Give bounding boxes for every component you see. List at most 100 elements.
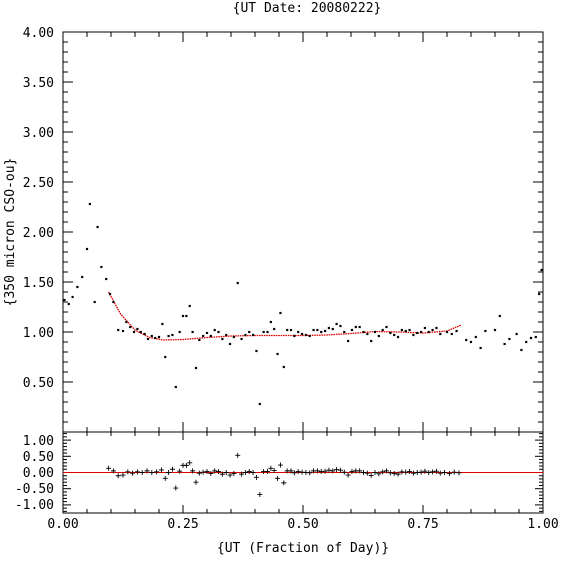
data-point — [232, 335, 235, 339]
data-point — [508, 337, 511, 341]
data-point — [529, 336, 533, 340]
data-point — [525, 340, 528, 344]
residual-point — [187, 460, 193, 466]
residual-point — [144, 468, 150, 474]
data-point — [213, 328, 216, 332]
residual-point — [130, 470, 136, 476]
data-point — [181, 314, 185, 318]
main-y-tick-label: 3.00 — [23, 126, 54, 141]
data-point — [431, 328, 434, 332]
data-point — [293, 334, 296, 338]
residual-point — [430, 469, 436, 475]
residual-point — [357, 468, 363, 474]
data-point — [445, 330, 449, 334]
residual-y-tick-label: 1.00 — [23, 434, 54, 449]
residual-point — [216, 469, 222, 475]
residual-point — [456, 470, 462, 476]
residual-y-tick-label: 0.00 — [23, 466, 54, 481]
residual-point — [120, 472, 126, 478]
main-y-tick-label: 1.00 — [23, 326, 54, 341]
residual-point — [337, 467, 343, 473]
residual-y-tick-label: -0.50 — [15, 482, 54, 497]
data-point — [350, 328, 354, 332]
data-point — [88, 202, 91, 206]
data-point — [178, 330, 181, 334]
residual-point — [275, 475, 281, 481]
data-point — [96, 225, 99, 229]
residual-data-points — [106, 452, 462, 498]
data-point — [484, 329, 487, 333]
data-point — [100, 265, 103, 269]
x-tick-label: 0.50 — [287, 517, 318, 532]
data-point — [439, 332, 442, 336]
residual-point — [410, 470, 416, 476]
residual-point — [268, 465, 274, 471]
residual-point — [173, 485, 179, 491]
data-point — [202, 334, 205, 338]
data-point — [244, 333, 247, 337]
data-point — [308, 334, 311, 338]
residual-point — [418, 469, 424, 475]
main-y-tick-label: 0.50 — [23, 376, 54, 391]
residual-point — [364, 470, 370, 476]
data-point — [143, 332, 146, 336]
data-point — [217, 330, 220, 334]
data-point — [358, 325, 361, 329]
data-point — [276, 352, 279, 356]
data-point — [63, 298, 66, 302]
data-point — [81, 275, 84, 279]
data-point — [269, 320, 272, 324]
data-point — [228, 342, 232, 346]
residual-point — [162, 475, 168, 481]
data-point — [412, 333, 415, 337]
data-point — [236, 281, 239, 285]
x-axis-label: {UT (Fraction of Day)} — [217, 541, 389, 556]
data-point — [366, 332, 369, 336]
data-point — [279, 311, 282, 315]
data-point — [327, 326, 331, 330]
data-point — [71, 295, 74, 299]
data-point — [205, 331, 209, 335]
data-point — [167, 334, 170, 338]
data-point — [423, 326, 427, 330]
data-point — [194, 366, 198, 370]
residual-point — [307, 470, 313, 476]
residual-point — [246, 469, 252, 475]
residual-point — [277, 462, 283, 468]
data-point — [316, 328, 319, 332]
main-data-points — [63, 202, 543, 406]
data-point — [479, 346, 482, 350]
data-point — [347, 339, 350, 343]
x-tick-label: 1.00 — [527, 517, 558, 532]
residual-point — [190, 468, 196, 474]
data-point — [157, 335, 161, 339]
residual-point — [403, 469, 409, 475]
data-point — [435, 326, 438, 330]
residual-point — [227, 472, 233, 478]
data-point — [300, 332, 304, 336]
residual-point — [257, 492, 263, 498]
x-tick-labels: 0.00 0.25 0.50 0.75 1.00 — [47, 517, 558, 532]
data-point — [416, 331, 419, 335]
x-tick-label: 0.25 — [167, 517, 198, 532]
x-tick-label: 0.75 — [407, 517, 438, 532]
main-y-tick-label: 1.50 — [23, 276, 54, 291]
data-point — [503, 342, 506, 346]
main-y-tick-label: 2.00 — [23, 226, 54, 241]
data-point — [377, 334, 380, 338]
residual-point — [291, 470, 297, 476]
residual-point — [223, 470, 229, 475]
data-point — [67, 302, 70, 306]
data-point — [393, 333, 396, 337]
residual-point — [372, 470, 378, 475]
residual-point — [193, 479, 199, 485]
data-point — [164, 355, 167, 359]
data-point — [540, 268, 543, 272]
data-point — [323, 329, 327, 333]
residual-point — [368, 472, 374, 478]
residual-point — [264, 469, 270, 475]
data-point — [188, 304, 191, 308]
residual-point — [391, 470, 397, 476]
data-point — [312, 328, 315, 332]
